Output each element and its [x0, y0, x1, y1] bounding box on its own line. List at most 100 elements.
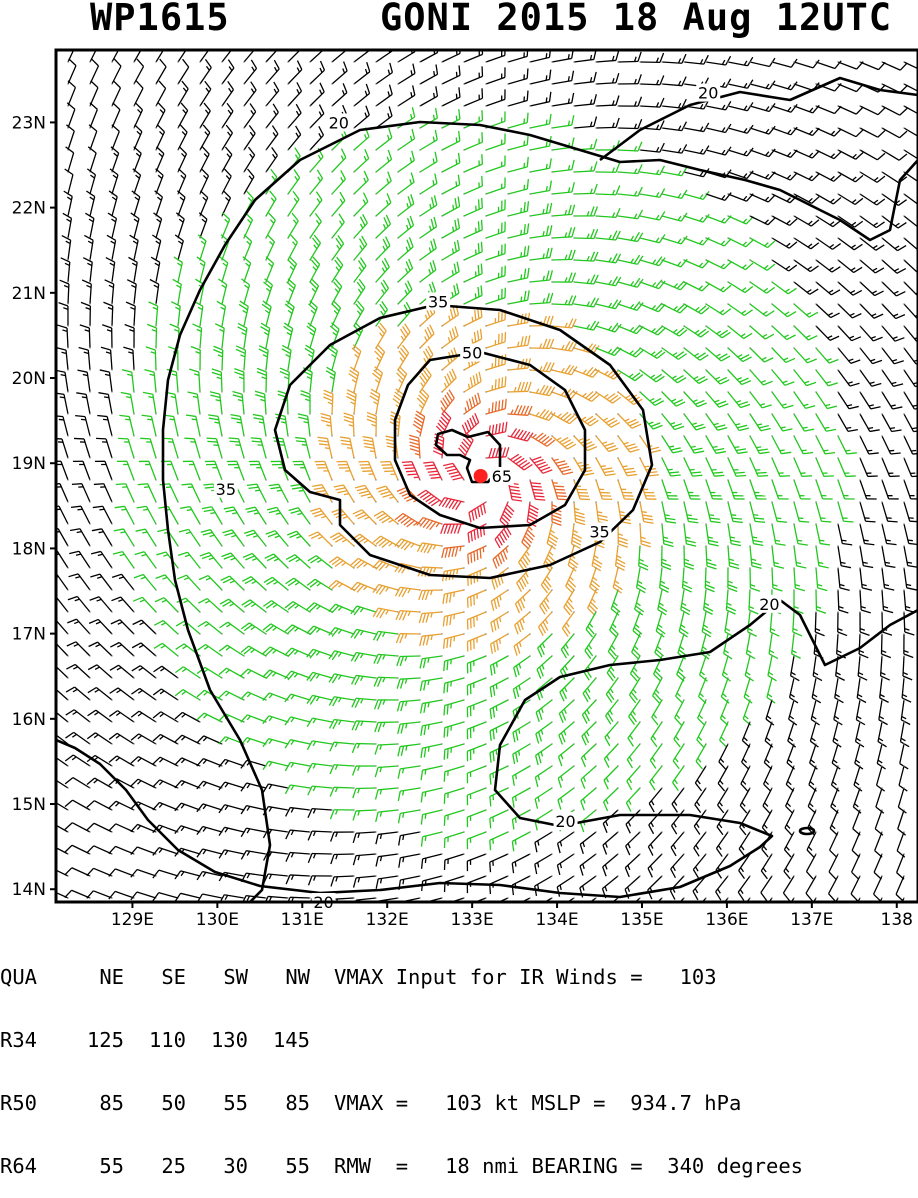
wind-barb — [123, 347, 134, 370]
wind-barb — [197, 849, 222, 857]
wind-barb — [858, 656, 867, 680]
wind-barb — [486, 447, 509, 458]
wind-barb — [241, 279, 249, 304]
wind-barb — [519, 546, 531, 571]
wind-barb — [558, 832, 574, 853]
wind-barb — [372, 367, 382, 392]
wind-barb — [354, 279, 365, 304]
wind-barb — [662, 524, 673, 546]
wind-barb — [684, 123, 709, 132]
wind-barb — [175, 690, 200, 700]
wind-barb — [816, 194, 841, 204]
wind-barb — [558, 788, 574, 810]
wind-barb — [398, 238, 413, 260]
wind-barb — [704, 590, 713, 614]
wind-barb — [352, 744, 376, 753]
wind-barb — [904, 414, 918, 432]
wind-barb — [321, 413, 332, 436]
wind-barb — [856, 700, 865, 725]
wind-barb — [398, 259, 413, 282]
wind-barb — [49, 506, 68, 524]
wind-barb — [618, 348, 643, 357]
wind-barb — [640, 326, 665, 335]
wind-barb — [728, 568, 737, 591]
wind-barb — [618, 278, 643, 287]
wind-barb — [904, 62, 918, 71]
wind-barb — [640, 348, 665, 358]
wind-barb — [197, 644, 222, 656]
wind-barb — [552, 365, 577, 375]
wind-barb — [706, 502, 721, 523]
wind-barb — [239, 301, 248, 326]
wind-barb — [222, 60, 234, 84]
wind-barb — [286, 830, 310, 839]
wind-barb — [552, 160, 574, 172]
contour-label: 35 — [428, 292, 448, 311]
wind-barb — [513, 678, 530, 699]
wind-barb — [540, 590, 552, 614]
wind-barb — [420, 43, 438, 62]
wind-barb — [376, 193, 391, 216]
wind-barb — [442, 87, 460, 106]
wind-barb — [308, 556, 332, 568]
wind-barb — [596, 414, 620, 427]
wind-barb — [574, 252, 598, 261]
wind-barb — [309, 876, 332, 885]
wind-barb — [266, 82, 279, 106]
wind-barb — [227, 461, 244, 480]
wind-barb — [442, 546, 464, 558]
wind-barb — [287, 279, 296, 304]
wind-barb — [420, 260, 436, 282]
wind-barb — [684, 191, 709, 199]
wind-barb — [603, 854, 618, 876]
wind-barb — [444, 700, 464, 715]
wind-barb — [662, 414, 684, 430]
wind-barb — [132, 643, 156, 656]
wind-barb — [352, 345, 361, 370]
wind-barb — [717, 810, 728, 835]
wind-barb — [583, 678, 596, 702]
wind-barb — [259, 346, 268, 370]
wind-barb — [812, 678, 821, 703]
wind-barb — [882, 480, 899, 499]
wind-barb — [706, 458, 724, 476]
wind-barb — [508, 335, 530, 348]
wind-barb — [560, 678, 574, 701]
wind-barb — [131, 688, 156, 700]
wind-barb — [764, 744, 772, 769]
wind-barb — [222, 169, 231, 194]
wind-barb — [640, 524, 651, 547]
wind-barb — [706, 524, 719, 546]
wind-barb — [464, 307, 482, 326]
wind-barb — [486, 45, 505, 62]
wind-barb — [134, 575, 156, 590]
wind-barb — [464, 198, 482, 216]
wind-barb — [530, 433, 555, 446]
wind-barb — [131, 213, 139, 238]
wind-barb — [154, 621, 178, 634]
wind-barb — [672, 810, 684, 834]
wind-barb — [222, 125, 232, 150]
wind-barb — [838, 414, 858, 431]
wind-barb — [694, 832, 706, 856]
wind-barb — [552, 458, 573, 475]
wind-barb — [308, 764, 332, 773]
wind-barb — [786, 788, 794, 813]
wind-barb — [103, 302, 112, 326]
wind-barb — [175, 758, 200, 766]
wind-barb — [618, 210, 642, 219]
wind-barb — [116, 484, 134, 502]
wind-barb — [728, 80, 753, 88]
wind-barb — [464, 88, 482, 106]
wind-barb — [767, 678, 775, 703]
wind-barb — [229, 438, 244, 458]
wind-barb — [213, 346, 222, 370]
wind-barb — [464, 154, 482, 172]
wind-barb — [332, 62, 347, 84]
wind-barb — [263, 739, 288, 747]
wind-barb — [354, 876, 376, 888]
wind-barb — [444, 744, 464, 760]
wind-barb — [530, 339, 554, 348]
wind-barb — [177, 575, 200, 590]
wind-barb — [71, 506, 90, 524]
